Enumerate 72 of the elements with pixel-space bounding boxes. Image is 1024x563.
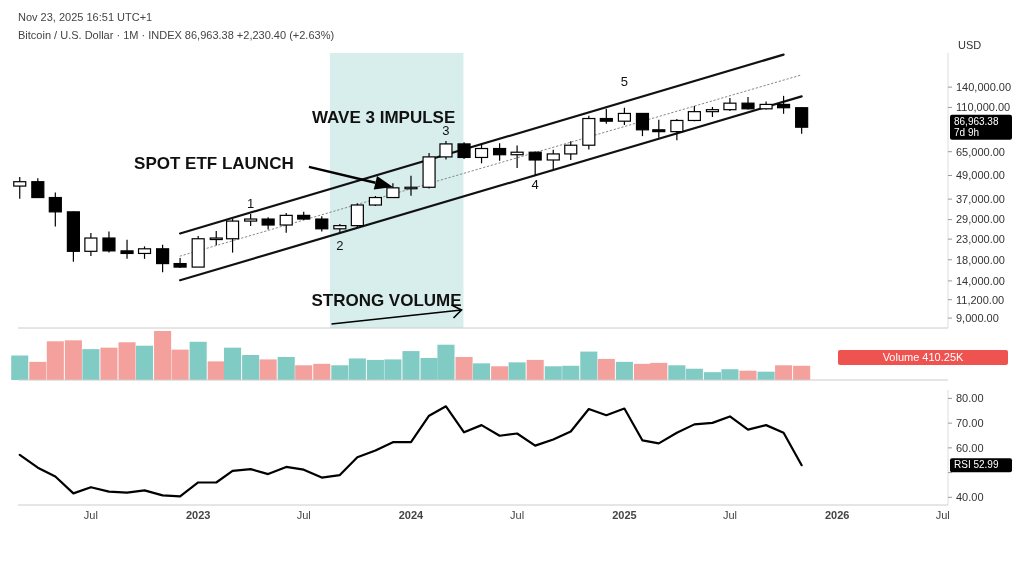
line-series [18, 405, 803, 498]
y-tick-label: 11,200.00 [956, 293, 1005, 306]
x-tick-label: Jul [296, 509, 311, 521]
annotation: 5 [620, 73, 629, 89]
y-tick-label: 110,000.00 [956, 101, 1011, 114]
bar [207, 361, 225, 380]
y-tick-label: 18,000.00 [956, 253, 1005, 266]
candlestick [48, 191, 62, 228]
candlestick [225, 218, 240, 254]
annotation: Volume 410.25K [882, 351, 965, 363]
candlestick [279, 212, 293, 234]
bar [508, 362, 526, 380]
y-tick-label: 70.00 [956, 416, 984, 429]
candlestick [350, 202, 364, 228]
bar [82, 349, 100, 380]
x-tick-label: 2026 [824, 509, 850, 521]
x-tick-label: Jul [722, 509, 737, 521]
annotation: 4 [531, 177, 539, 193]
y-tick-label: 60.00 [956, 441, 984, 454]
bar [259, 359, 277, 380]
y-tick-label: 80.00 [956, 392, 984, 405]
y-tick-label: 49,000.00 [956, 169, 1005, 182]
bar [277, 356, 295, 380]
candlestick [546, 149, 560, 171]
annotation: SPOT ETF LAUNCH [134, 153, 294, 173]
x-tick-label: Jul [83, 509, 98, 521]
candlestick [31, 177, 45, 199]
y-tick-label: 9,000.00 [956, 311, 999, 324]
candlestick [670, 118, 684, 141]
bar [739, 370, 757, 380]
bar [135, 345, 154, 380]
chart-subtitle: Nov 23, 2025 16:51 UTC+1 [18, 11, 153, 23]
y-tick-label: 14,000.00 [956, 274, 1005, 287]
candlestick [795, 106, 809, 135]
x-tick-label: Jul [510, 509, 525, 521]
y-tick-label: 140,000.00 [956, 80, 1012, 93]
y-tick-label: 23,000.00 [956, 232, 1005, 245]
bar [615, 361, 633, 380]
annotation: 1 [247, 195, 255, 211]
annotation: 2 [336, 237, 344, 253]
annotation: STRONG VOLUME [311, 290, 462, 310]
y-tick-label: 65,000.00 [956, 145, 1005, 158]
candlestick [84, 232, 98, 257]
candlestick [652, 119, 666, 139]
bar [526, 359, 544, 380]
bar [189, 341, 207, 380]
bar [473, 363, 491, 380]
x-tick-label: Jul [935, 509, 950, 521]
candlestick [564, 140, 578, 161]
candlestick [13, 176, 27, 200]
y-tick-label: 40.00 [956, 491, 984, 504]
candlestick [474, 142, 489, 164]
candlestick [635, 112, 650, 137]
bar [597, 358, 615, 380]
tag: 86,963.38 7d 9h [950, 114, 1012, 140]
candlestick [156, 244, 170, 273]
x-tick-label: 2025 [612, 509, 637, 521]
bar [455, 356, 473, 380]
candlestick [120, 239, 134, 260]
x-tick-label: 2024 [398, 509, 425, 521]
candlestick [741, 96, 755, 111]
y-axis-title: USD [958, 39, 982, 51]
chart-title: Bitcoin / U.S. Dollar · 1M · INDEX 86,963.38 +2,230.40 (+2.63%) [18, 29, 335, 41]
bar [11, 355, 29, 380]
x-tick-label: 2023 [185, 509, 211, 521]
bar [491, 366, 509, 380]
tag: RSI 52.99 [950, 458, 1012, 473]
candlestick [102, 230, 116, 254]
y-tick-label: 29,000.00 [956, 213, 1005, 226]
candlestick [439, 140, 453, 161]
y-tick-label: 37,000.00 [956, 192, 1005, 205]
tag: Volume 410.25K [838, 350, 1008, 365]
